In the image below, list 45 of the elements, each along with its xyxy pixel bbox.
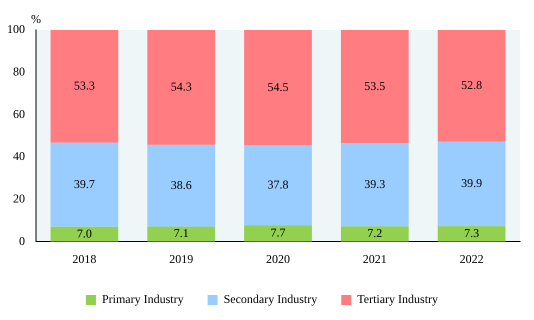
data-label: 7.7: [270, 226, 286, 240]
data-label: 53.5: [364, 78, 386, 93]
x-tick-label: 2021: [362, 252, 387, 266]
data-label: 52.8: [461, 78, 482, 92]
bar: [147, 226, 216, 242]
bar: [147, 30, 216, 145]
x-tick-label: 2018: [72, 252, 96, 266]
y-tick-label: 60: [13, 106, 25, 121]
bar: [50, 226, 118, 242]
data-label: 39.9: [461, 176, 482, 190]
y-axis-title: %: [31, 12, 41, 26]
data-label: 39.7: [74, 176, 95, 191]
legend-label: Tertiary Industry: [357, 292, 438, 306]
bar: [50, 142, 118, 227]
bar: [50, 30, 118, 143]
data-label: 39.3: [364, 176, 386, 191]
data-label: 54.3: [170, 80, 192, 94]
x-tick-label: 2019: [169, 252, 194, 266]
data-label: 38.6: [170, 178, 192, 192]
bar: [340, 226, 409, 242]
data-label: 7.3: [464, 226, 480, 240]
y-tick-label: 100: [7, 22, 25, 36]
bar: [244, 30, 312, 146]
bar: [147, 144, 216, 227]
bar: [340, 30, 409, 144]
bar: [244, 145, 312, 226]
x-tick-label: 2022: [460, 252, 484, 266]
bar: [438, 142, 506, 226]
y-tick-label: 40: [13, 149, 25, 164]
legend-label: Secondary Industry: [224, 292, 318, 306]
bar: [438, 226, 506, 242]
data-label: 7.0: [76, 226, 92, 240]
bar: [438, 30, 506, 142]
data-label: 54.5: [268, 80, 288, 94]
y-tick-label: 20: [13, 191, 25, 206]
data-label: 7.2: [367, 226, 382, 240]
y-tick-label: 0: [19, 234, 25, 248]
bar: [244, 225, 312, 242]
bar: [340, 143, 409, 226]
legend-label: Primary Industry: [102, 292, 184, 306]
data-label: 53.3: [74, 78, 95, 93]
y-tick-label: 80: [13, 64, 25, 78]
data-label: 37.8: [268, 177, 288, 192]
data-label: 7.1: [174, 226, 189, 240]
x-tick-label: 2020: [266, 252, 290, 266]
